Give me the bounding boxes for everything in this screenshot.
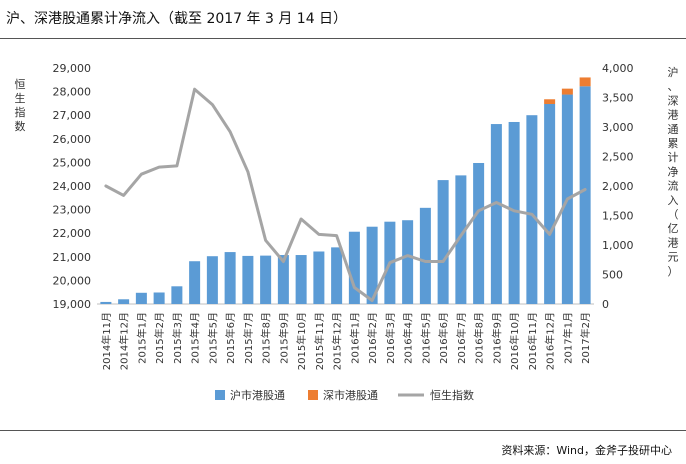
legend-label-hk-sz: 深市港股通 — [323, 388, 378, 402]
bar-hk-sh — [490, 124, 502, 304]
x-tick-label: 2017年1月 — [561, 312, 574, 364]
bar-hk-sh — [100, 301, 112, 304]
x-tick-label: 2016年5月 — [419, 312, 432, 364]
y-left-tick-label: 24,000 — [53, 180, 92, 193]
legend: 沪市港股通 深市港股通 恒生指数 — [215, 388, 474, 402]
bottom-divider — [0, 430, 686, 431]
x-tick-label: 2015年7月 — [242, 312, 255, 364]
bar-hk-sh — [437, 180, 449, 304]
x-tick-label: 2016年11月 — [526, 312, 539, 370]
x-tick-label: 2015年9月 — [277, 312, 290, 364]
legend-swatch-hk-sh — [215, 390, 225, 400]
y-right-tick-label: 2,000 — [602, 180, 634, 193]
line-hsi — [104, 87, 587, 302]
x-tick-label: 2016年6月 — [437, 312, 450, 364]
bar-hk-sz — [544, 99, 556, 104]
x-tick-label: 2015年11月 — [313, 312, 326, 370]
bar-series-layer — [100, 77, 591, 305]
top-divider — [0, 38, 686, 39]
bar-hk-sh — [402, 220, 414, 304]
bar-hk-sh — [153, 292, 165, 304]
y-right-tick-label: 2,500 — [602, 151, 634, 164]
bar-hk-sh — [526, 115, 538, 304]
y-right-tick-label: 3,000 — [602, 121, 634, 134]
y-right-tick-label: 1,000 — [602, 239, 634, 252]
y-right-tick-label: 0 — [602, 298, 609, 311]
legend-swatch-hk-sz — [308, 390, 318, 400]
y-right-tick-label: 3,500 — [602, 92, 634, 105]
x-tick-label: 2015年12月 — [331, 312, 344, 370]
y-left-tick-label: 26,000 — [53, 133, 92, 146]
y-left-tick-label: 28,000 — [53, 86, 92, 99]
y-left-tick-label: 22,000 — [53, 227, 92, 240]
bar-hk-sh — [171, 286, 183, 304]
y-left-tick-label: 27,000 — [53, 109, 92, 122]
chart-area: 29,000 28,000 27,000 26,000 25,000 24,000 23,0… — [15, 62, 679, 402]
bar-hk-sh — [206, 256, 218, 304]
x-tick-label: 2015年2月 — [153, 312, 166, 364]
bar-hk-sh — [118, 299, 130, 304]
x-tick-label: 2014年11月 — [100, 312, 113, 370]
bar-hk-sh — [544, 103, 556, 305]
x-tick-label: 2016年7月 — [455, 312, 468, 364]
bar-hk-sh — [189, 261, 201, 304]
bar-hk-sh — [331, 247, 343, 304]
bar-hk-sh — [419, 207, 431, 304]
y-left-tick-label: 19,000 — [53, 298, 92, 311]
bar-hk-sh — [455, 175, 467, 304]
x-tick-label: 2015年10月 — [295, 312, 308, 370]
bar-hk-sh — [579, 86, 591, 304]
y-left-tick-label: 25,000 — [53, 156, 92, 169]
x-tick-label: 2015年6月 — [224, 312, 237, 364]
bar-hk-sz — [579, 77, 591, 87]
x-tick-label: 2016年8月 — [473, 312, 486, 364]
x-tick-label: 2017年2月 — [579, 312, 592, 364]
x-tick-label: 2016年12月 — [544, 312, 557, 370]
bar-hk-sh — [224, 252, 236, 304]
x-tick-label: 2016年4月 — [402, 312, 415, 364]
y-right-axis-title: 沪、深港通累计净流入（亿港元） — [668, 65, 679, 278]
line-series-layer — [104, 87, 587, 302]
bar-hk-sh — [348, 231, 360, 304]
x-tick-label: 2015年5月 — [206, 312, 219, 364]
y-left-tick-label: 20,000 — [53, 274, 92, 287]
x-tick-label: 2016年1月 — [348, 312, 361, 364]
y-right-tick-label: 4,000 — [602, 62, 634, 75]
bar-hk-sz — [561, 88, 573, 95]
bar-hk-sh — [135, 292, 147, 304]
x-tick-label: 2015年4月 — [189, 312, 202, 364]
legend-label-hsi: 恒生指数 — [430, 388, 474, 402]
y-left-tick-label: 21,000 — [53, 251, 92, 264]
x-tick-label: 2014年12月 — [118, 312, 131, 370]
y-left-tick-label: 23,000 — [53, 204, 92, 217]
bar-hk-sh — [473, 162, 485, 304]
y-right-tick-label: 1,500 — [602, 210, 634, 223]
bar-hk-sh — [508, 121, 520, 304]
axis-labels-layer: 29,000 28,000 27,000 26,000 25,000 24,000 23,0… — [15, 62, 679, 370]
bar-hk-sh — [366, 226, 378, 304]
bar-hk-sh — [242, 255, 254, 304]
y-left-axis-title: 恒生指数 — [15, 78, 26, 133]
x-tick-label: 2015年1月 — [135, 312, 148, 364]
x-tick-label: 2015年3月 — [171, 312, 184, 364]
x-tick-label: 2016年2月 — [366, 312, 379, 364]
x-tick-label: 2016年10月 — [508, 312, 521, 370]
y-left-tick-label: 29,000 — [53, 62, 92, 75]
x-tick-label: 2015年8月 — [260, 312, 273, 364]
legend-label-hk-sh: 沪市港股通 — [230, 388, 285, 402]
y-right-tick-label: 500 — [602, 269, 623, 282]
bar-hk-sh — [313, 251, 325, 304]
chart-title: 沪、深港股通累计净流入（截至 2017 年 3 月 14 日） — [6, 11, 348, 27]
source-note: 资料来源：Wind，金斧子投研中心 — [501, 444, 672, 457]
bar-hk-sh — [260, 255, 272, 304]
x-tick-label: 2016年9月 — [490, 312, 503, 364]
bar-hk-sh — [277, 255, 289, 304]
x-tick-label: 2016年3月 — [384, 312, 397, 364]
bar-hk-sh — [295, 255, 307, 304]
